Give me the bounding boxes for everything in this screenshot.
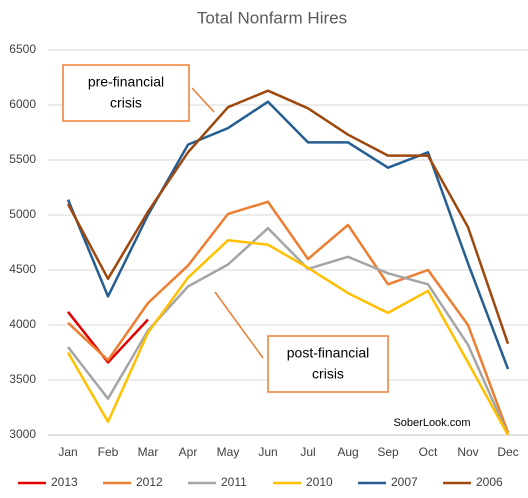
y-tick-label: 6500 (9, 42, 36, 56)
series-line (67, 311, 149, 364)
y-tick-label: 4500 (9, 262, 36, 276)
x-tick-label: Mar (138, 445, 159, 459)
chart-title: Total Nonfarm Hires (197, 8, 347, 27)
x-tick-label: May (217, 445, 240, 459)
x-tick-label: Jun (258, 445, 277, 459)
x-tick-label: Nov (457, 445, 478, 459)
y-tick-label: 3000 (9, 427, 36, 441)
legend-label: 2006 (476, 475, 503, 489)
series-line (66, 89, 510, 345)
annotation-box (267, 335, 389, 393)
y-tick-label: 5000 (9, 207, 36, 221)
y-tick-label: 6000 (9, 97, 36, 111)
legend-label: 2011 (221, 475, 247, 489)
annotation: crisis (312, 366, 344, 382)
x-tick-label: Oct (419, 445, 438, 459)
y-tick-label: 5500 (9, 152, 36, 166)
legend-label: 2012 (136, 475, 163, 489)
legend-label: 2007 (391, 475, 418, 489)
annotation: crisis (110, 95, 142, 111)
annotation: post-financial (287, 345, 370, 361)
x-tick-label: Dec (497, 445, 518, 459)
y-tick-label: 4000 (9, 317, 36, 331)
x-tick-label: Sep (377, 445, 399, 459)
series-line (66, 239, 510, 436)
series-line (67, 200, 510, 434)
x-tick-label: Feb (98, 445, 119, 459)
legend-label: 2013 (51, 475, 78, 489)
annotation: pre-financial (88, 74, 164, 90)
annotation-pointer (214, 291, 264, 359)
annotation-box (62, 64, 190, 122)
x-tick-label: Aug (337, 445, 358, 459)
series-line (66, 100, 510, 370)
source: SoberLook.com (393, 417, 470, 429)
series-line (67, 226, 510, 436)
x-tick-label: Apr (179, 445, 198, 459)
x-tick-label: Jan (58, 445, 77, 459)
annotation-pointer (191, 87, 215, 113)
y-tick-label: 3500 (9, 372, 36, 386)
x-tick-label: Jul (300, 445, 315, 459)
legend-label: 2010 (306, 475, 333, 489)
